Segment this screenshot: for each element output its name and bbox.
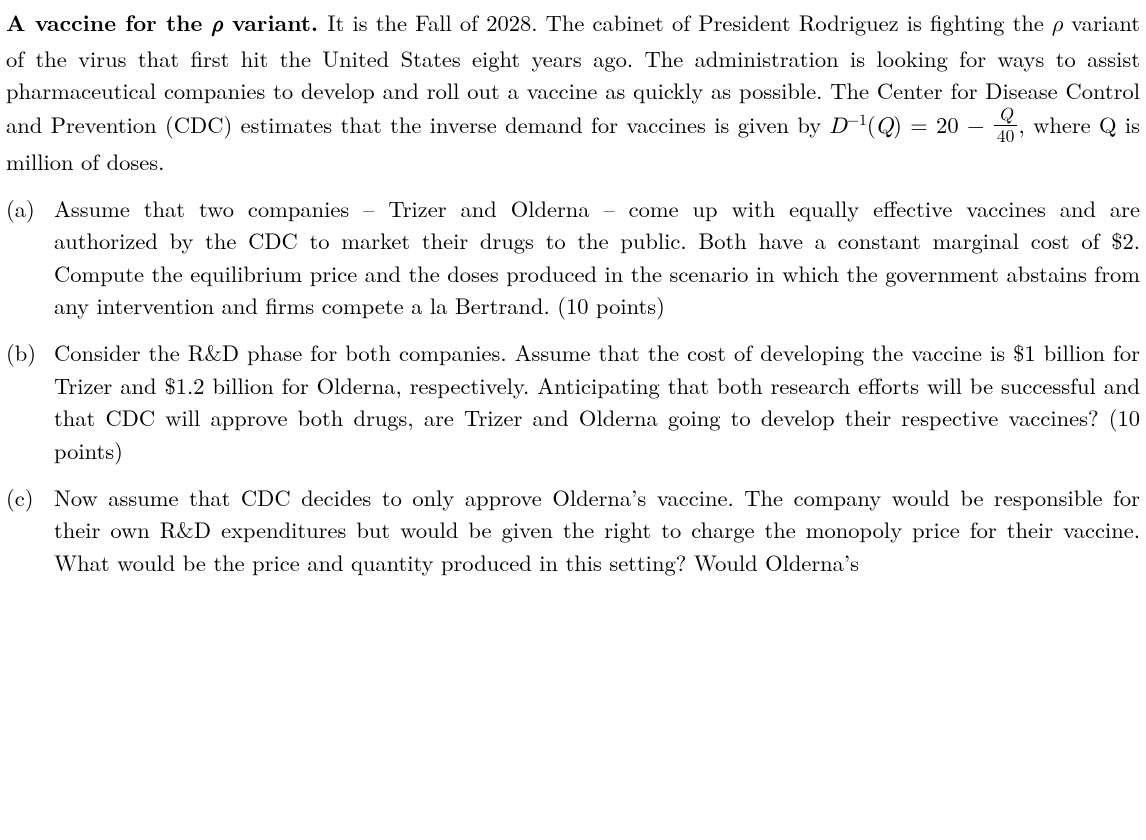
intro-body-pre: It is the Fall of 2028. The cabinet of P… [327,6,1052,38]
part-b-text: Consider the R&D phase for both companie… [54,336,1140,466]
eq-close-eq: ) = 20 − [893,108,993,140]
problem-title: A vaccine for the ρ variant. [6,6,327,38]
intro-rho: ρ [1052,14,1063,36]
part-c-marker: (c) [6,481,34,514]
title-pre: A vaccine for the [6,6,212,38]
intro-paragraph: A vaccine for the ρ variant. It is the F… [6,6,1140,178]
eq-Q-arg: Q [876,116,894,138]
part-c: (c) Now assume that CDC decides to only … [6,481,1140,579]
parts-list: (a) Assume that two companies – Trizer a… [6,192,1140,579]
eq-fraction: Q40 [994,107,1018,145]
eq-exp: −1 [847,107,867,130]
part-b: (b) Consider the R&D phase for both comp… [6,336,1140,467]
eq-open: ( [867,108,876,140]
part-b-marker: (b) [6,336,36,369]
eq-D: D [830,116,847,138]
document-page: { "intro": { "title": "A vaccine for the… [0,0,1146,840]
eq-frac-den: 40 [994,125,1018,145]
title-rho: ρ [212,14,223,36]
part-a: (a) Assume that two companies – Trizer a… [6,192,1140,323]
title-post: variant. [223,6,318,38]
part-c-text: Now assume that CDC decides to only appr… [54,481,1140,578]
part-a-marker: (a) [6,192,35,225]
part-a-text: Assume that two companies – Trizer and O… [54,192,1140,322]
